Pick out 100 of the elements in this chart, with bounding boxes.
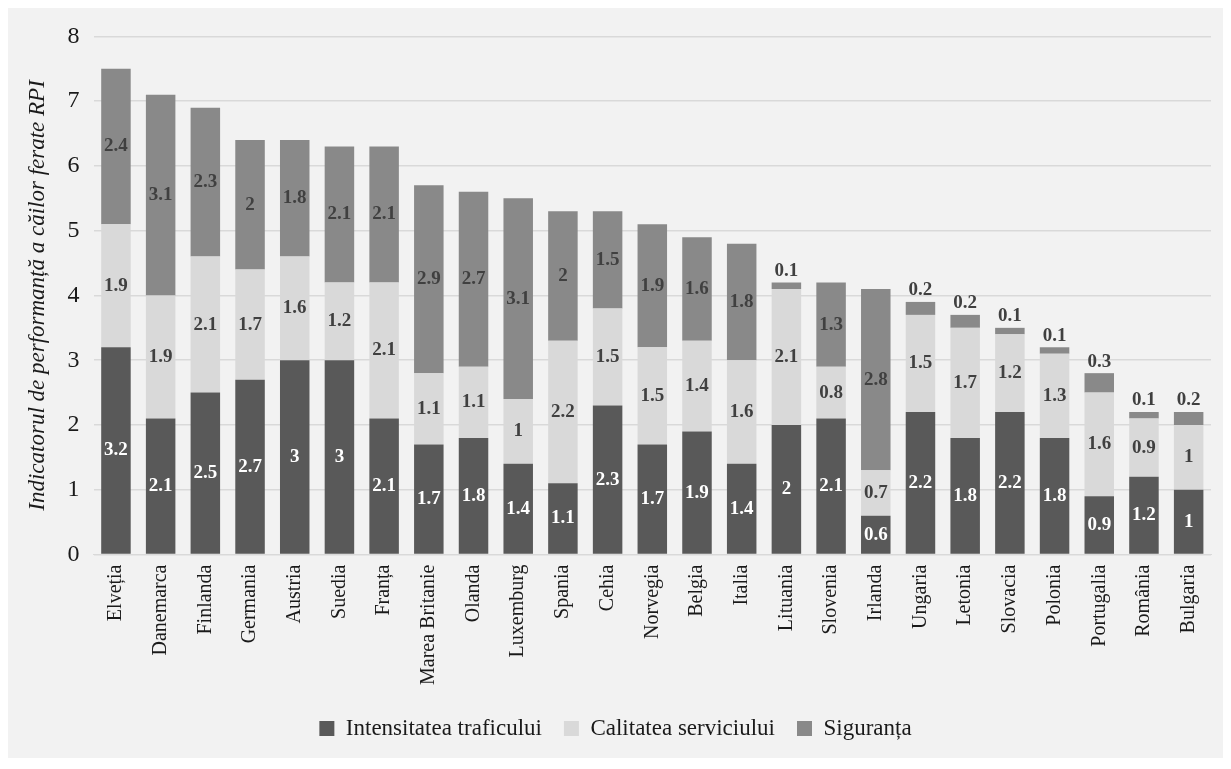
data-label: 0.2 bbox=[908, 278, 933, 300]
y-tick-label: 1 bbox=[67, 475, 80, 502]
x-tick-label: Germania bbox=[237, 564, 260, 644]
x-tick-label: Belgia bbox=[684, 564, 708, 617]
x-tick-label: Portugalia bbox=[1086, 564, 1110, 647]
data-label: 0.1 bbox=[1042, 323, 1067, 345]
data-label: 1.9 bbox=[640, 273, 665, 295]
y-tick-label: 7 bbox=[67, 86, 80, 113]
data-label: 2.1 bbox=[193, 312, 218, 334]
data-label: 1.5 bbox=[595, 344, 620, 366]
data-label: 1.1 bbox=[551, 506, 575, 528]
bar bbox=[1039, 347, 1070, 354]
x-tick-label: Irlanda bbox=[863, 564, 886, 622]
bar bbox=[235, 379, 265, 554]
x-tick-label: Slovenia bbox=[818, 564, 841, 635]
bar bbox=[369, 146, 399, 283]
bar bbox=[190, 392, 221, 554]
data-label: 2.1 bbox=[372, 202, 396, 224]
x-tick-label: România bbox=[1131, 564, 1154, 637]
data-label: 3 bbox=[289, 444, 300, 466]
data-label: 2.2 bbox=[997, 470, 1022, 492]
legend-label: Siguranța bbox=[823, 714, 912, 740]
data-label: 2.3 bbox=[595, 467, 620, 489]
data-label: 0.7 bbox=[863, 480, 889, 502]
bar bbox=[235, 140, 265, 270]
data-label: 1.8 bbox=[1042, 483, 1067, 505]
data-label: 1.4 bbox=[685, 374, 710, 396]
x-tick-label: Polonia bbox=[1041, 564, 1064, 626]
legend-label: Calitatea serviciului bbox=[590, 714, 775, 740]
data-label: 1 bbox=[513, 419, 523, 441]
bar bbox=[548, 211, 578, 341]
bar bbox=[145, 94, 176, 296]
data-label: 0.3 bbox=[1087, 349, 1112, 371]
y-tick-label: 5 bbox=[67, 215, 80, 242]
bar bbox=[771, 282, 802, 289]
bar bbox=[145, 418, 176, 554]
data-label: 2 bbox=[245, 192, 255, 214]
data-label: 1.1 bbox=[461, 390, 486, 412]
x-tick-label: Letonia bbox=[952, 564, 975, 626]
bar bbox=[414, 444, 444, 554]
bar bbox=[458, 437, 489, 554]
data-label: 1.6 bbox=[1087, 432, 1112, 454]
data-label: 3.1 bbox=[148, 182, 173, 204]
bar bbox=[905, 412, 936, 554]
y-tick-label: 3 bbox=[67, 345, 80, 372]
bar bbox=[592, 211, 623, 309]
y-axis-title: Indicatorul de performanță a căilor ferate RPI bbox=[23, 78, 49, 512]
data-label: 2.1 bbox=[774, 344, 799, 366]
data-label: 1.9 bbox=[104, 273, 128, 295]
data-label: 1.5 bbox=[595, 247, 620, 269]
bar bbox=[1084, 373, 1115, 393]
data-label: 2.4 bbox=[104, 134, 129, 156]
bar bbox=[458, 191, 489, 367]
data-label: 1.8 bbox=[461, 483, 486, 505]
data-label: 2.7 bbox=[238, 454, 263, 476]
bar bbox=[279, 360, 310, 554]
bar bbox=[816, 418, 846, 554]
x-tick-label: Spania bbox=[550, 564, 574, 619]
data-label: 1.6 bbox=[282, 296, 307, 318]
x-tick-label: Bulgaria bbox=[1175, 564, 1199, 634]
data-label: 1.2 bbox=[327, 309, 352, 331]
x-tick-label: Lituania bbox=[773, 564, 796, 632]
data-label: 1.9 bbox=[685, 480, 709, 502]
data-label: 3 bbox=[334, 444, 345, 466]
data-label: 1.5 bbox=[640, 383, 665, 405]
data-label: 2.7 bbox=[461, 267, 486, 289]
data-label: 2.2 bbox=[908, 470, 933, 492]
y-tick-label: 4 bbox=[67, 280, 80, 307]
legend-label: Intensitatea traficului bbox=[345, 714, 542, 740]
data-label: 0.8 bbox=[819, 380, 843, 402]
data-label: 0.2 bbox=[953, 291, 978, 313]
bar bbox=[592, 405, 623, 554]
bar bbox=[995, 327, 1025, 335]
bar bbox=[1129, 412, 1159, 419]
x-tick-label: Italia bbox=[728, 564, 751, 606]
data-label: 0.6 bbox=[863, 522, 888, 544]
data-label: 1.3 bbox=[819, 312, 843, 334]
bar bbox=[682, 431, 712, 554]
data-label: 0.1 bbox=[1132, 388, 1156, 410]
x-tick-label: Danemarca bbox=[147, 564, 170, 656]
bar bbox=[279, 140, 310, 257]
bar bbox=[950, 314, 980, 328]
x-tick-label: Norvegia bbox=[639, 564, 663, 639]
bar bbox=[1129, 476, 1159, 554]
data-label: 1.7 bbox=[640, 486, 665, 508]
bar bbox=[726, 243, 757, 361]
bar bbox=[637, 444, 668, 554]
data-label: 1 bbox=[1183, 509, 1194, 531]
x-tick-label: Finlanda bbox=[192, 564, 215, 635]
data-label: 3.1 bbox=[506, 286, 531, 308]
y-tick-label: 0 bbox=[67, 539, 80, 566]
x-tick-label: Austria bbox=[281, 564, 304, 624]
x-tick-label: Marea Britanie bbox=[416, 564, 439, 685]
data-label: 1.9 bbox=[148, 344, 173, 366]
data-label: 2.9 bbox=[416, 267, 441, 289]
data-label: 1.2 bbox=[997, 361, 1022, 383]
bar bbox=[548, 483, 578, 554]
data-label: 1.6 bbox=[685, 276, 709, 298]
bar bbox=[324, 146, 355, 283]
bar bbox=[726, 463, 757, 554]
